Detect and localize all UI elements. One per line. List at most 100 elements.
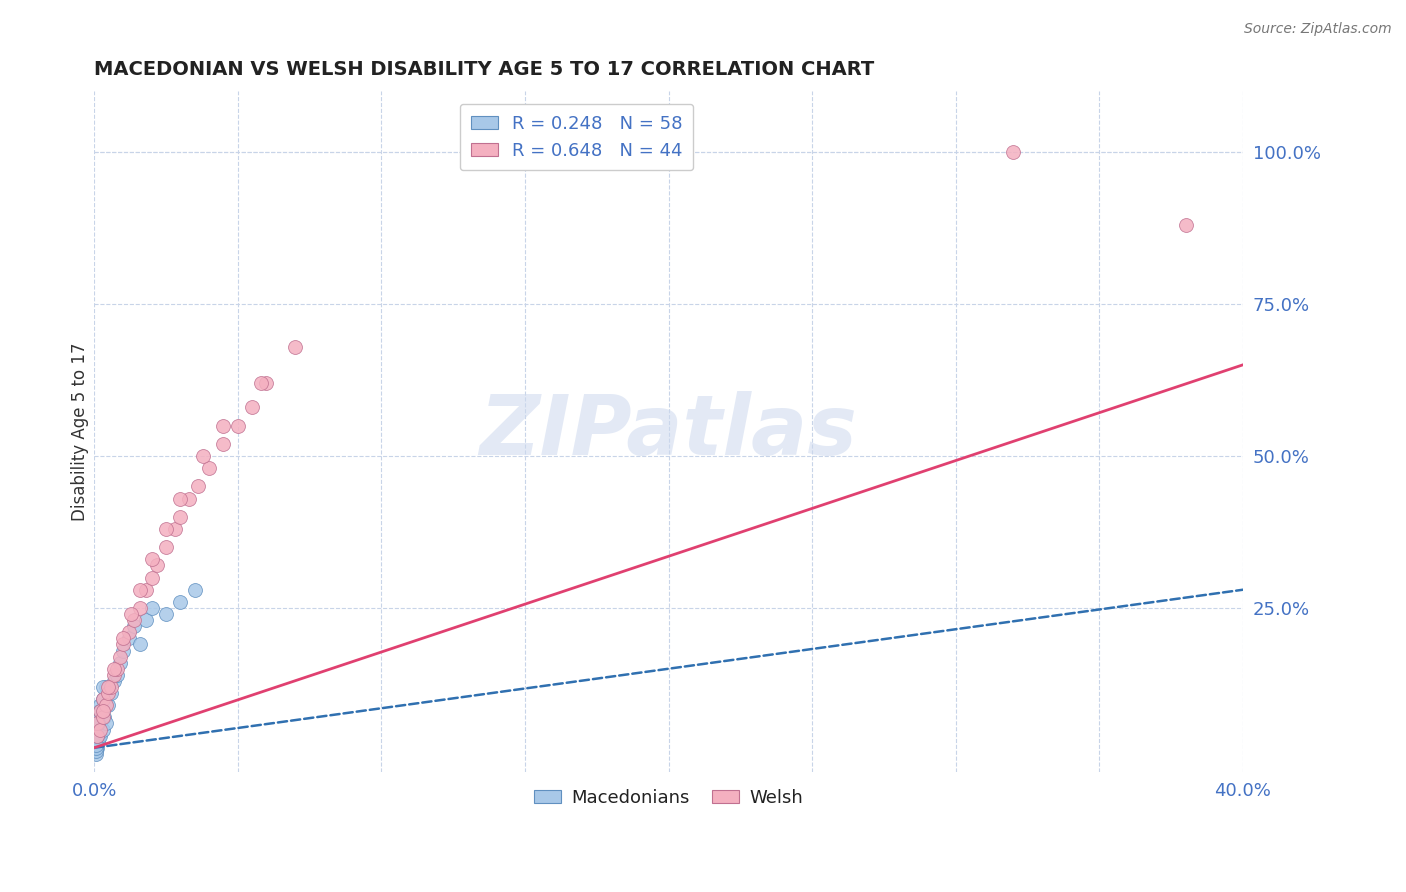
Point: [117, 632, 139, 646]
Point: [100, 680, 122, 694]
Text: Source: ZipAtlas.com: Source: ZipAtlas.com: [1244, 22, 1392, 37]
Point: [89, 710, 111, 724]
Point: [87, 716, 110, 731]
Point: [124, 613, 146, 627]
Point: [141, 601, 163, 615]
Point: [111, 637, 134, 651]
Point: [240, 401, 263, 415]
Point: [87, 729, 110, 743]
Point: [124, 619, 146, 633]
Point: [94, 680, 117, 694]
Point: [89, 716, 111, 731]
Point: [89, 704, 111, 718]
Point: [129, 582, 152, 597]
Point: [129, 601, 152, 615]
Point: [89, 698, 111, 713]
Point: [90, 704, 112, 718]
Point: [111, 632, 134, 646]
Point: [91, 692, 114, 706]
Point: [111, 643, 134, 657]
Point: [177, 491, 200, 506]
Point: [155, 607, 177, 621]
Point: [93, 710, 115, 724]
Point: [84, 738, 107, 752]
Point: [108, 656, 131, 670]
Point: [86, 734, 108, 748]
Point: [97, 680, 120, 694]
Point: [86, 716, 108, 731]
Legend: Macedonians, Welsh: Macedonians, Welsh: [526, 781, 811, 814]
Point: [86, 740, 108, 755]
Point: [135, 613, 157, 627]
Point: [86, 729, 108, 743]
Text: MACEDONIAN VS WELSH DISABILITY AGE 5 TO 17 CORRELATION CHART: MACEDONIAN VS WELSH DISABILITY AGE 5 TO …: [94, 60, 875, 78]
Point: [146, 558, 169, 573]
Point: [87, 734, 110, 748]
Point: [84, 734, 107, 748]
Y-axis label: Disability Age 5 to 17: Disability Age 5 to 17: [72, 343, 89, 521]
Point: [193, 449, 215, 463]
Point: [169, 509, 191, 524]
Point: [84, 747, 107, 761]
Point: [103, 673, 125, 688]
Point: [91, 710, 114, 724]
Point: [89, 716, 111, 731]
Point: [87, 723, 110, 737]
Point: [103, 662, 125, 676]
Point: [86, 729, 108, 743]
Point: [86, 729, 108, 743]
Point: [94, 698, 117, 713]
Point: [91, 692, 114, 706]
Point: [86, 710, 108, 724]
Point: [141, 570, 163, 584]
Point: [87, 716, 110, 731]
Point: [89, 729, 111, 743]
Point: [105, 668, 128, 682]
Point: [87, 704, 110, 718]
Point: [108, 649, 131, 664]
Point: [86, 723, 108, 737]
Point: [212, 418, 235, 433]
Point: [84, 744, 107, 758]
Point: [1174, 218, 1197, 232]
Point: [198, 461, 221, 475]
Point: [84, 723, 107, 737]
Point: [256, 376, 278, 390]
Point: [226, 418, 249, 433]
Point: [186, 479, 208, 493]
Point: [91, 723, 114, 737]
Point: [87, 710, 110, 724]
Point: [97, 686, 120, 700]
Point: [129, 637, 152, 651]
Point: [249, 376, 271, 390]
Point: [212, 437, 235, 451]
Point: [169, 595, 191, 609]
Point: [155, 522, 177, 536]
Point: [84, 734, 107, 748]
Point: [155, 540, 177, 554]
Point: [86, 740, 108, 755]
Point: [89, 723, 111, 737]
Point: [100, 686, 122, 700]
Point: [84, 740, 107, 755]
Point: [1002, 145, 1025, 159]
Point: [86, 734, 108, 748]
Point: [94, 716, 117, 731]
Point: [86, 738, 108, 752]
Point: [117, 625, 139, 640]
Point: [141, 552, 163, 566]
Point: [84, 729, 107, 743]
Point: [87, 729, 110, 743]
Point: [86, 729, 108, 743]
Point: [91, 680, 114, 694]
Point: [121, 607, 143, 621]
Point: [86, 716, 108, 731]
Point: [284, 340, 307, 354]
Point: [105, 662, 128, 676]
Point: [103, 668, 125, 682]
Point: [135, 582, 157, 597]
Point: [84, 740, 107, 755]
Point: [86, 723, 108, 737]
Point: [87, 723, 110, 737]
Point: [86, 734, 108, 748]
